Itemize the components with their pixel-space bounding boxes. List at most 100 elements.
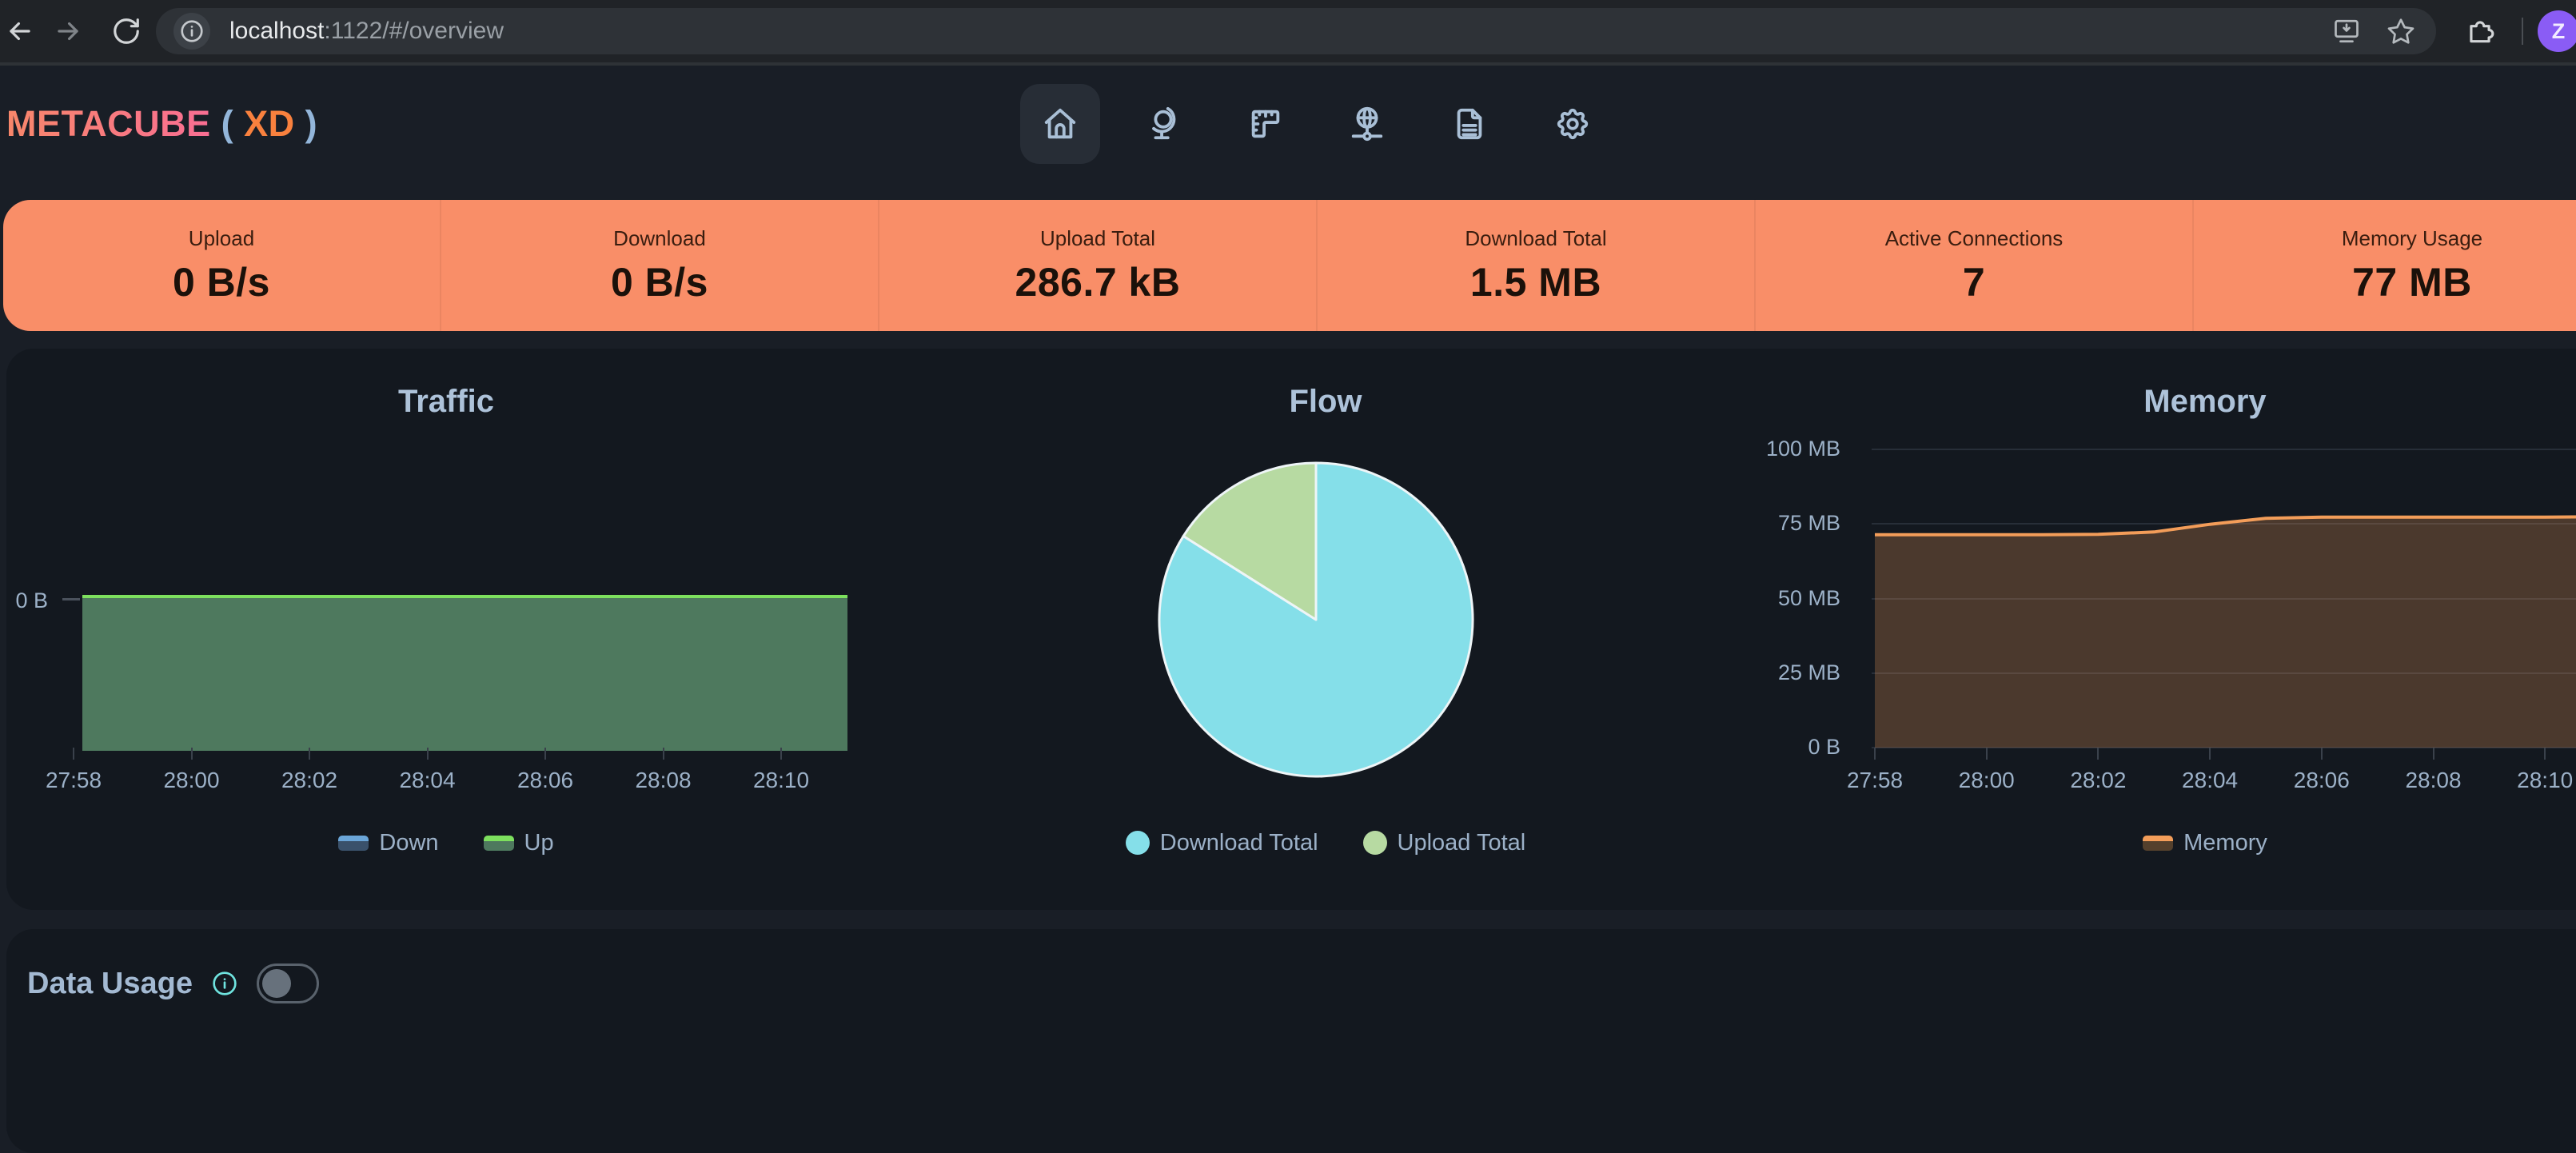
memory-chart-title: Memory: [2143, 384, 2267, 419]
site-info-chip[interactable]: [173, 13, 210, 50]
memory-gridline: [1872, 747, 2576, 748]
stat-upload-total: Upload Total 286.7 kB: [878, 200, 1316, 331]
charts-card: Traffic Flow Memory 0 B 27:58 28:00 28:02 28…: [6, 349, 2576, 910]
stat-download: Download 0 B/s: [440, 200, 878, 331]
browser-toolbar: localhost:1122/#/overview Z: [0, 0, 2576, 66]
bookmark-star-button[interactable]: [2387, 17, 2415, 46]
memory-legend-label: Memory: [2183, 829, 2267, 856]
stat-download-total-value: 1.5 MB: [1469, 259, 1602, 305]
memory-y-label: 25 MB: [1777, 660, 1840, 684]
traffic-y-label: 0 B: [15, 588, 48, 612]
traffic-legend-label: Down: [379, 829, 439, 856]
memory-gridline: [1872, 597, 2576, 600]
flow-legend-label: Upload Total: [1397, 829, 1526, 856]
puzzle-icon: [2470, 21, 2494, 43]
traffic-area: [82, 595, 847, 751]
memory-y-label: 0 B: [1808, 735, 1840, 759]
install-app-button[interactable]: [2332, 17, 2361, 46]
profile-avatar[interactable]: Z: [2538, 10, 2576, 52]
nav-overview-button[interactable]: [1020, 84, 1100, 164]
memory-area-chart: [1875, 515, 2576, 748]
browser-reload-button[interactable]: [110, 14, 143, 48]
reload-icon: [114, 18, 139, 44]
brand-logo[interactable]: METACUBE ( XD ): [6, 103, 318, 144]
upload-total-marker: [1362, 831, 1387, 855]
memory-x-ticklabel: 28:08: [2405, 768, 2462, 792]
memory-x-tickmark: [2097, 748, 2099, 760]
file-text-icon: [1457, 108, 1482, 140]
traffic-chart-title: Traffic: [397, 384, 495, 419]
memory-y-label: 50 MB: [1777, 585, 1840, 610]
traffic-x-ticklabel: 28:10: [752, 768, 810, 792]
brand-variant: XD: [244, 103, 295, 144]
forward-arrow-icon: [58, 22, 78, 41]
memory-y-label: 100 MB: [1765, 437, 1840, 461]
stat-download-label: Download: [613, 225, 706, 250]
browser-back-button[interactable]: [3, 14, 37, 48]
stat-upload-total-value: 286.7 kB: [1015, 259, 1181, 305]
stat-download-total-label: Download Total: [1465, 225, 1607, 250]
install-monitor-icon: [2335, 19, 2359, 43]
url-text: localhost:1122/#/overview: [229, 8, 504, 54]
memory-legend-item-memory[interactable]: Memory: [2143, 830, 2267, 856]
traffic-x-ticklabel: 28:02: [281, 768, 338, 792]
info-icon[interactable]: [212, 971, 237, 996]
browser-forward-button[interactable]: [51, 14, 85, 48]
traffic-x-tickmark: [662, 748, 664, 760]
stat-upload-label: Upload: [188, 225, 255, 250]
site-info-icon: [181, 20, 203, 42]
back-arrow-icon: [10, 22, 30, 41]
extensions-button[interactable]: [2459, 10, 2501, 52]
nav-config-button[interactable]: [1533, 84, 1613, 164]
address-bar[interactable]: localhost:1122/#/overview: [156, 8, 2436, 54]
stat-download-value: 0 B/s: [610, 259, 708, 305]
flow-legend-item-upload-total[interactable]: Upload Total: [1362, 829, 1526, 856]
traffic-x-tickmark: [780, 748, 782, 760]
memory-legend: Memory: [1765, 825, 2576, 860]
memory-x-tickmark: [2432, 748, 2434, 760]
nav-rules-button[interactable]: [1226, 84, 1306, 164]
flow-chart-title: Flow: [1289, 384, 1362, 419]
memory-line: [1875, 515, 2576, 537]
memory-marker: [2143, 835, 2174, 851]
traffic-x-ticklabel: 28:06: [516, 768, 574, 792]
app-header: METACUBE ( XD ): [0, 66, 2576, 182]
stat-memory-usage-label: Memory Usage: [2341, 225, 2483, 250]
data-usage-title: Data Usage: [27, 966, 193, 1000]
up-marker: [483, 835, 514, 851]
flow-legend-item-download-total[interactable]: Download Total: [1125, 830, 1318, 856]
memory-x-tickmark: [2320, 748, 2323, 760]
stat-memory-usage-value: 77 MB: [2352, 259, 2472, 305]
traffic-legend-item-up[interactable]: Up: [483, 829, 554, 856]
memory-x-tickmark: [1874, 748, 1876, 760]
data-usage-toggle[interactable]: [256, 963, 319, 1003]
traffic-x-tickmark: [190, 748, 193, 760]
stat-active-connections: Active Connections 7: [1754, 200, 2192, 331]
memory-x-ticklabel: 28:04: [2182, 768, 2239, 792]
memory-x-ticklabel: 28:02: [2070, 768, 2127, 792]
pie-slice-upload-total: [1182, 461, 1318, 621]
traffic-legend: Down Up: [6, 825, 886, 860]
memory-x-tickmark: [2209, 748, 2211, 760]
memory-x-ticklabel: 28:10: [2517, 768, 2574, 792]
traffic-legend-item-down[interactable]: Down: [338, 829, 439, 856]
stat-memory-usage: Memory Usage 77 MB: [2192, 200, 2576, 331]
traffic-y-tick: [62, 598, 80, 600]
memory-gridline: [1872, 672, 2576, 674]
download-total-marker: [1125, 831, 1150, 855]
stat-active-connections-value: 7: [1962, 259, 1986, 305]
traffic-legend-label: Up: [524, 829, 554, 856]
stat-upload: Upload 0 B/s: [3, 200, 440, 331]
memory-x-ticklabel: 28:06: [2293, 768, 2350, 792]
traffic-x-tickmark: [426, 748, 429, 760]
traffic-x-tickmark: [73, 748, 74, 760]
traffic-x-tickmark: [544, 748, 546, 760]
flow-pie-chart: [1158, 461, 1474, 778]
nav-connections-button[interactable]: [1327, 84, 1407, 164]
flow-legend: Download Total Upload Total: [886, 825, 1765, 860]
stats-bar: Upload 0 B/s Download 0 B/s Upload Total 286.…: [3, 200, 2576, 331]
nav-logs-button[interactable]: [1430, 84, 1509, 164]
nav-proxies-button[interactable]: [1123, 84, 1203, 164]
network-globe-icon: [1351, 106, 1383, 142]
main-nav: [0, 66, 2576, 182]
